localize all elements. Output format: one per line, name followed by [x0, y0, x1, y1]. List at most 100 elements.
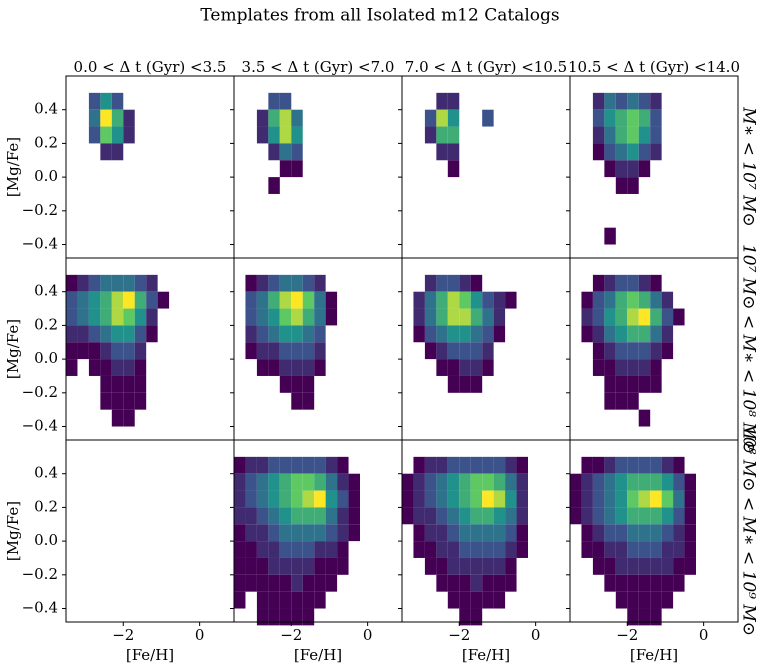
hist-cell — [291, 143, 303, 161]
hist-cell — [325, 574, 338, 592]
hist-cell — [245, 524, 257, 542]
hist-cell — [88, 126, 101, 144]
hist-cell — [146, 291, 158, 309]
hist-cell — [482, 342, 494, 360]
hist-cell — [325, 557, 338, 575]
hist-cell — [279, 308, 292, 326]
hist-cell — [493, 591, 506, 609]
hist-cell — [245, 274, 257, 292]
hist-cell — [638, 473, 651, 491]
hist-cell — [436, 291, 448, 309]
hist-cell — [424, 490, 437, 508]
hist-cell — [493, 541, 506, 558]
hist-cell — [627, 274, 639, 292]
y-tick-label: −0.2 — [22, 201, 58, 219]
hist-cell — [627, 392, 639, 410]
row-title: 10⁸ M⊙ < M∗ < 10⁹ M⊙ — [739, 426, 759, 636]
hist-cell — [245, 541, 257, 558]
hist-cell — [650, 274, 662, 292]
hist-cell — [505, 574, 517, 592]
hist-cell — [638, 308, 651, 326]
hist-cell — [337, 456, 349, 474]
hist-cell — [402, 473, 414, 491]
hist-cell — [581, 541, 593, 558]
hist-cell — [447, 325, 460, 343]
hist-cell — [325, 490, 338, 508]
hist-cell — [604, 126, 616, 144]
hist-cell — [291, 392, 303, 410]
hist-cell — [470, 608, 483, 626]
hist-cell — [245, 308, 257, 326]
hist-cell — [279, 126, 292, 144]
hist-cell — [459, 274, 471, 292]
hist-cell — [279, 608, 292, 626]
panel-frame — [233, 75, 403, 259]
hist-cell — [604, 574, 616, 592]
hist-cell — [268, 473, 280, 491]
hist-cell — [505, 507, 517, 525]
hist-cell — [424, 274, 437, 292]
hist-cell — [650, 291, 662, 309]
hist-cell — [337, 557, 349, 575]
hist-cell — [402, 490, 414, 508]
hist-cell — [627, 524, 639, 542]
hist-cell — [592, 274, 605, 292]
hist-cell — [413, 291, 425, 309]
hist-cell — [650, 126, 662, 144]
hist-cell — [673, 574, 685, 592]
hist-cell — [134, 359, 147, 376]
hist-cell — [291, 308, 303, 326]
hist-cell — [77, 308, 89, 326]
hist-cell — [493, 507, 506, 525]
x-tick-label: 0 — [699, 626, 709, 644]
hist-cell — [123, 342, 135, 360]
hist-cell — [447, 375, 460, 393]
hist-cell — [245, 557, 257, 575]
hist-cell — [459, 375, 471, 393]
hist-cell — [66, 291, 78, 309]
hist-cell — [592, 541, 605, 558]
hist-cell — [604, 143, 616, 161]
hist-cell — [638, 456, 651, 474]
hist-cell — [592, 524, 605, 542]
hist-cell — [268, 507, 280, 525]
hist-cell — [459, 524, 471, 542]
hist-cell — [581, 291, 593, 309]
hist-cell — [256, 557, 269, 575]
hist-cell — [234, 524, 246, 542]
hist-cell — [436, 557, 448, 575]
hist-cell — [581, 325, 593, 343]
hist-cell — [302, 325, 315, 343]
hist-cell — [279, 574, 292, 592]
hist-cell — [302, 359, 315, 376]
hist-cell — [447, 490, 460, 508]
hist-cell — [134, 392, 147, 410]
hist-cell — [650, 143, 662, 161]
hist-cell — [447, 92, 460, 110]
hist-cell — [134, 291, 147, 309]
hist-cell — [604, 375, 616, 393]
y-tick-label: −0.4 — [22, 417, 58, 435]
hist-cell — [436, 126, 448, 144]
hist-cell — [256, 473, 269, 491]
hist-cell — [413, 490, 425, 508]
hist-cell — [627, 126, 639, 144]
hist-cell — [256, 274, 269, 292]
panel-frame — [401, 75, 571, 259]
hist-cell — [650, 456, 662, 474]
hist-cell — [661, 524, 674, 542]
hist-cell — [77, 291, 89, 309]
hist-cell — [314, 557, 326, 575]
hist-cell — [424, 473, 437, 491]
hist-cell — [302, 524, 315, 542]
hist-cell — [234, 507, 246, 525]
hist-cell — [77, 325, 89, 343]
hist-cell — [245, 507, 257, 525]
hist-cell — [615, 143, 628, 161]
hist-cell — [470, 359, 483, 376]
hist-cell — [650, 109, 662, 127]
hist-cell — [592, 490, 605, 508]
hist-cell — [279, 291, 292, 309]
hist-cell — [314, 456, 326, 474]
hist-cell — [470, 291, 483, 309]
